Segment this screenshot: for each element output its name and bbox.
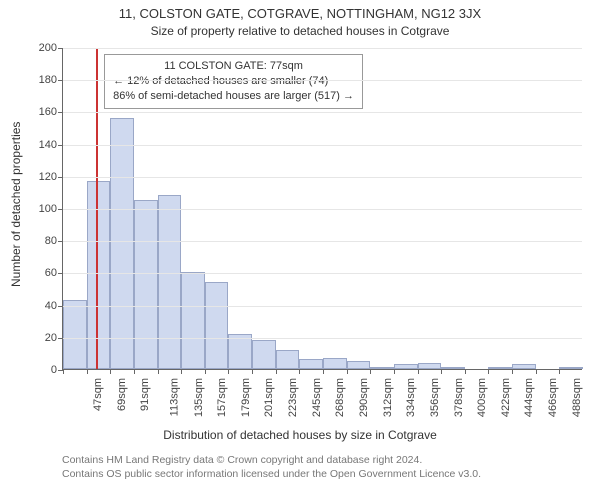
histogram-bar bbox=[276, 350, 300, 369]
x-tick-label: 91sqm bbox=[139, 378, 151, 411]
y-gridline bbox=[63, 273, 582, 274]
y-tick-label: 120 bbox=[39, 171, 63, 183]
x-tick-label: 422sqm bbox=[500, 378, 512, 417]
y-axis-label: Number of detached properties bbox=[9, 127, 23, 287]
y-gridline bbox=[63, 241, 582, 242]
histogram-bar bbox=[181, 272, 205, 369]
x-tickmark bbox=[205, 369, 206, 374]
x-tickmark bbox=[418, 369, 419, 374]
y-gridline bbox=[63, 80, 582, 81]
x-axis-label: Distribution of detached houses by size … bbox=[0, 428, 600, 442]
x-tickmark bbox=[347, 369, 348, 374]
x-tickmark bbox=[536, 369, 537, 374]
x-tickmark bbox=[394, 369, 395, 374]
histogram-bar bbox=[110, 118, 134, 369]
x-tickmark bbox=[559, 369, 560, 374]
callout-line: 11 COLSTON GATE: 77sqm bbox=[113, 59, 354, 74]
y-tick-label: 0 bbox=[51, 364, 63, 376]
x-tick-label: 378sqm bbox=[453, 378, 465, 417]
x-tick-label: 334sqm bbox=[405, 378, 417, 417]
attribution-line-2: Contains OS public sector information li… bbox=[62, 468, 481, 482]
attribution-text: Contains HM Land Registry data © Crown c… bbox=[62, 454, 481, 481]
callout-line: ← 12% of detached houses are smaller (74… bbox=[113, 74, 354, 89]
histogram-bar bbox=[559, 367, 583, 369]
y-gridline bbox=[63, 306, 582, 307]
y-tick-label: 200 bbox=[39, 42, 63, 54]
histogram-bar bbox=[158, 195, 182, 369]
histogram-bar bbox=[441, 367, 465, 369]
plot-area: 11 COLSTON GATE: 77sqm← 12% of detached … bbox=[62, 48, 582, 370]
histogram-bar bbox=[252, 340, 276, 369]
x-tickmark bbox=[323, 369, 324, 374]
y-gridline bbox=[63, 145, 582, 146]
histogram-bar bbox=[228, 334, 252, 369]
chart-title: 11, COLSTON GATE, COTGRAVE, NOTTINGHAM, … bbox=[0, 6, 600, 21]
x-tickmark bbox=[63, 369, 64, 374]
x-tickmark bbox=[110, 369, 111, 374]
x-tickmark bbox=[252, 369, 253, 374]
y-tick-label: 40 bbox=[45, 300, 63, 312]
histogram-bar bbox=[418, 363, 442, 369]
y-gridline bbox=[63, 209, 582, 210]
y-tick-label: 80 bbox=[45, 235, 63, 247]
x-tick-label: 356sqm bbox=[429, 378, 441, 417]
x-tick-label: 268sqm bbox=[335, 378, 347, 417]
y-gridline bbox=[63, 112, 582, 113]
y-gridline bbox=[63, 338, 582, 339]
histogram-bar bbox=[63, 300, 87, 369]
x-tickmark bbox=[299, 369, 300, 374]
x-tick-label: 245sqm bbox=[311, 378, 323, 417]
x-tick-label: 113sqm bbox=[168, 378, 180, 416]
y-tick-label: 100 bbox=[39, 203, 63, 215]
attribution-line-1: Contains HM Land Registry data © Crown c… bbox=[62, 454, 481, 468]
y-tick-label: 20 bbox=[45, 332, 63, 344]
x-tickmark bbox=[276, 369, 277, 374]
x-tick-label: 444sqm bbox=[524, 378, 536, 417]
x-tickmark bbox=[488, 369, 489, 374]
y-tick-label: 60 bbox=[45, 267, 63, 279]
callout-box: 11 COLSTON GATE: 77sqm← 12% of detached … bbox=[104, 54, 363, 109]
x-tick-label: 47sqm bbox=[92, 378, 104, 411]
y-gridline bbox=[63, 48, 582, 49]
x-tick-label: 290sqm bbox=[358, 378, 370, 417]
x-tickmark bbox=[158, 369, 159, 374]
histogram-bar bbox=[323, 358, 347, 369]
x-tick-label: 223sqm bbox=[287, 378, 299, 417]
y-gridline bbox=[63, 177, 582, 178]
x-tick-label: 400sqm bbox=[476, 378, 488, 417]
x-tick-label: 201sqm bbox=[264, 378, 276, 417]
callout-line: 86% of semi-detached houses are larger (… bbox=[113, 89, 354, 104]
chart-subtitle: Size of property relative to detached ho… bbox=[0, 24, 600, 38]
y-tick-label: 140 bbox=[39, 139, 63, 151]
x-tickmark bbox=[134, 369, 135, 374]
y-tick-label: 160 bbox=[39, 106, 63, 118]
histogram-bar bbox=[512, 364, 536, 369]
x-tick-label: 312sqm bbox=[382, 378, 394, 417]
x-tickmark bbox=[512, 369, 513, 374]
x-tick-label: 135sqm bbox=[193, 378, 205, 417]
x-tickmark bbox=[370, 369, 371, 374]
histogram-bar bbox=[347, 361, 371, 369]
histogram-bar bbox=[488, 367, 512, 369]
histogram-bar bbox=[370, 367, 394, 369]
histogram-bar bbox=[299, 359, 323, 369]
x-tick-label: 179sqm bbox=[240, 378, 252, 417]
x-tick-label: 69sqm bbox=[116, 378, 128, 411]
y-tick-label: 180 bbox=[39, 74, 63, 86]
x-tickmark bbox=[228, 369, 229, 374]
histogram-bar bbox=[394, 364, 418, 369]
x-tickmark bbox=[441, 369, 442, 374]
x-tick-label: 488sqm bbox=[571, 378, 583, 417]
histogram-bar bbox=[134, 200, 158, 369]
x-tickmark bbox=[465, 369, 466, 374]
histogram-bar bbox=[205, 282, 229, 369]
x-tickmark bbox=[181, 369, 182, 374]
x-tickmark bbox=[87, 369, 88, 374]
x-tick-label: 466sqm bbox=[547, 378, 559, 417]
x-tick-label: 157sqm bbox=[216, 378, 228, 417]
